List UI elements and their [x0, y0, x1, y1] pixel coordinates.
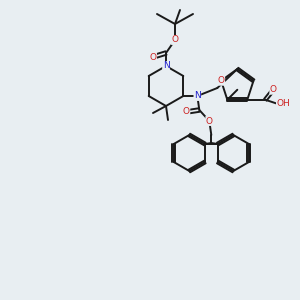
Text: OH: OH [276, 99, 290, 108]
Text: O: O [206, 116, 213, 125]
Text: O: O [172, 35, 178, 44]
Text: O: O [270, 85, 277, 94]
Text: N: N [163, 61, 170, 70]
Text: O: O [149, 52, 157, 62]
Text: O: O [183, 107, 190, 116]
Text: N: N [194, 92, 201, 100]
Text: O: O [218, 76, 225, 85]
